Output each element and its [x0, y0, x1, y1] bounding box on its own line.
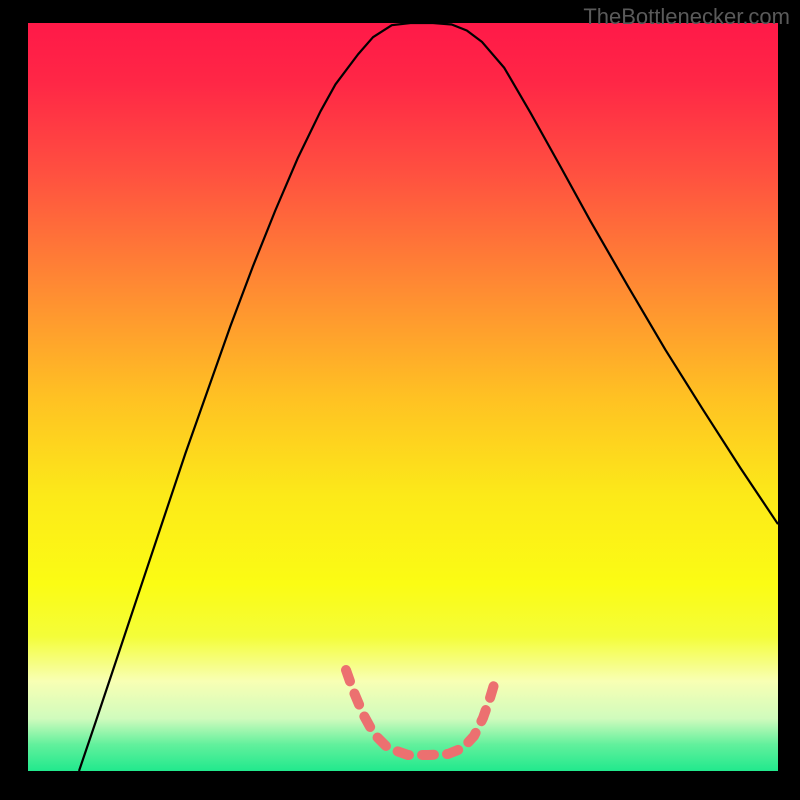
bottleneck-chart-svg [0, 0, 800, 800]
chart-canvas: TheBottlenecker.com [0, 0, 800, 800]
watermark-text: TheBottlenecker.com [583, 4, 790, 30]
chart-gradient-bg [28, 23, 778, 771]
